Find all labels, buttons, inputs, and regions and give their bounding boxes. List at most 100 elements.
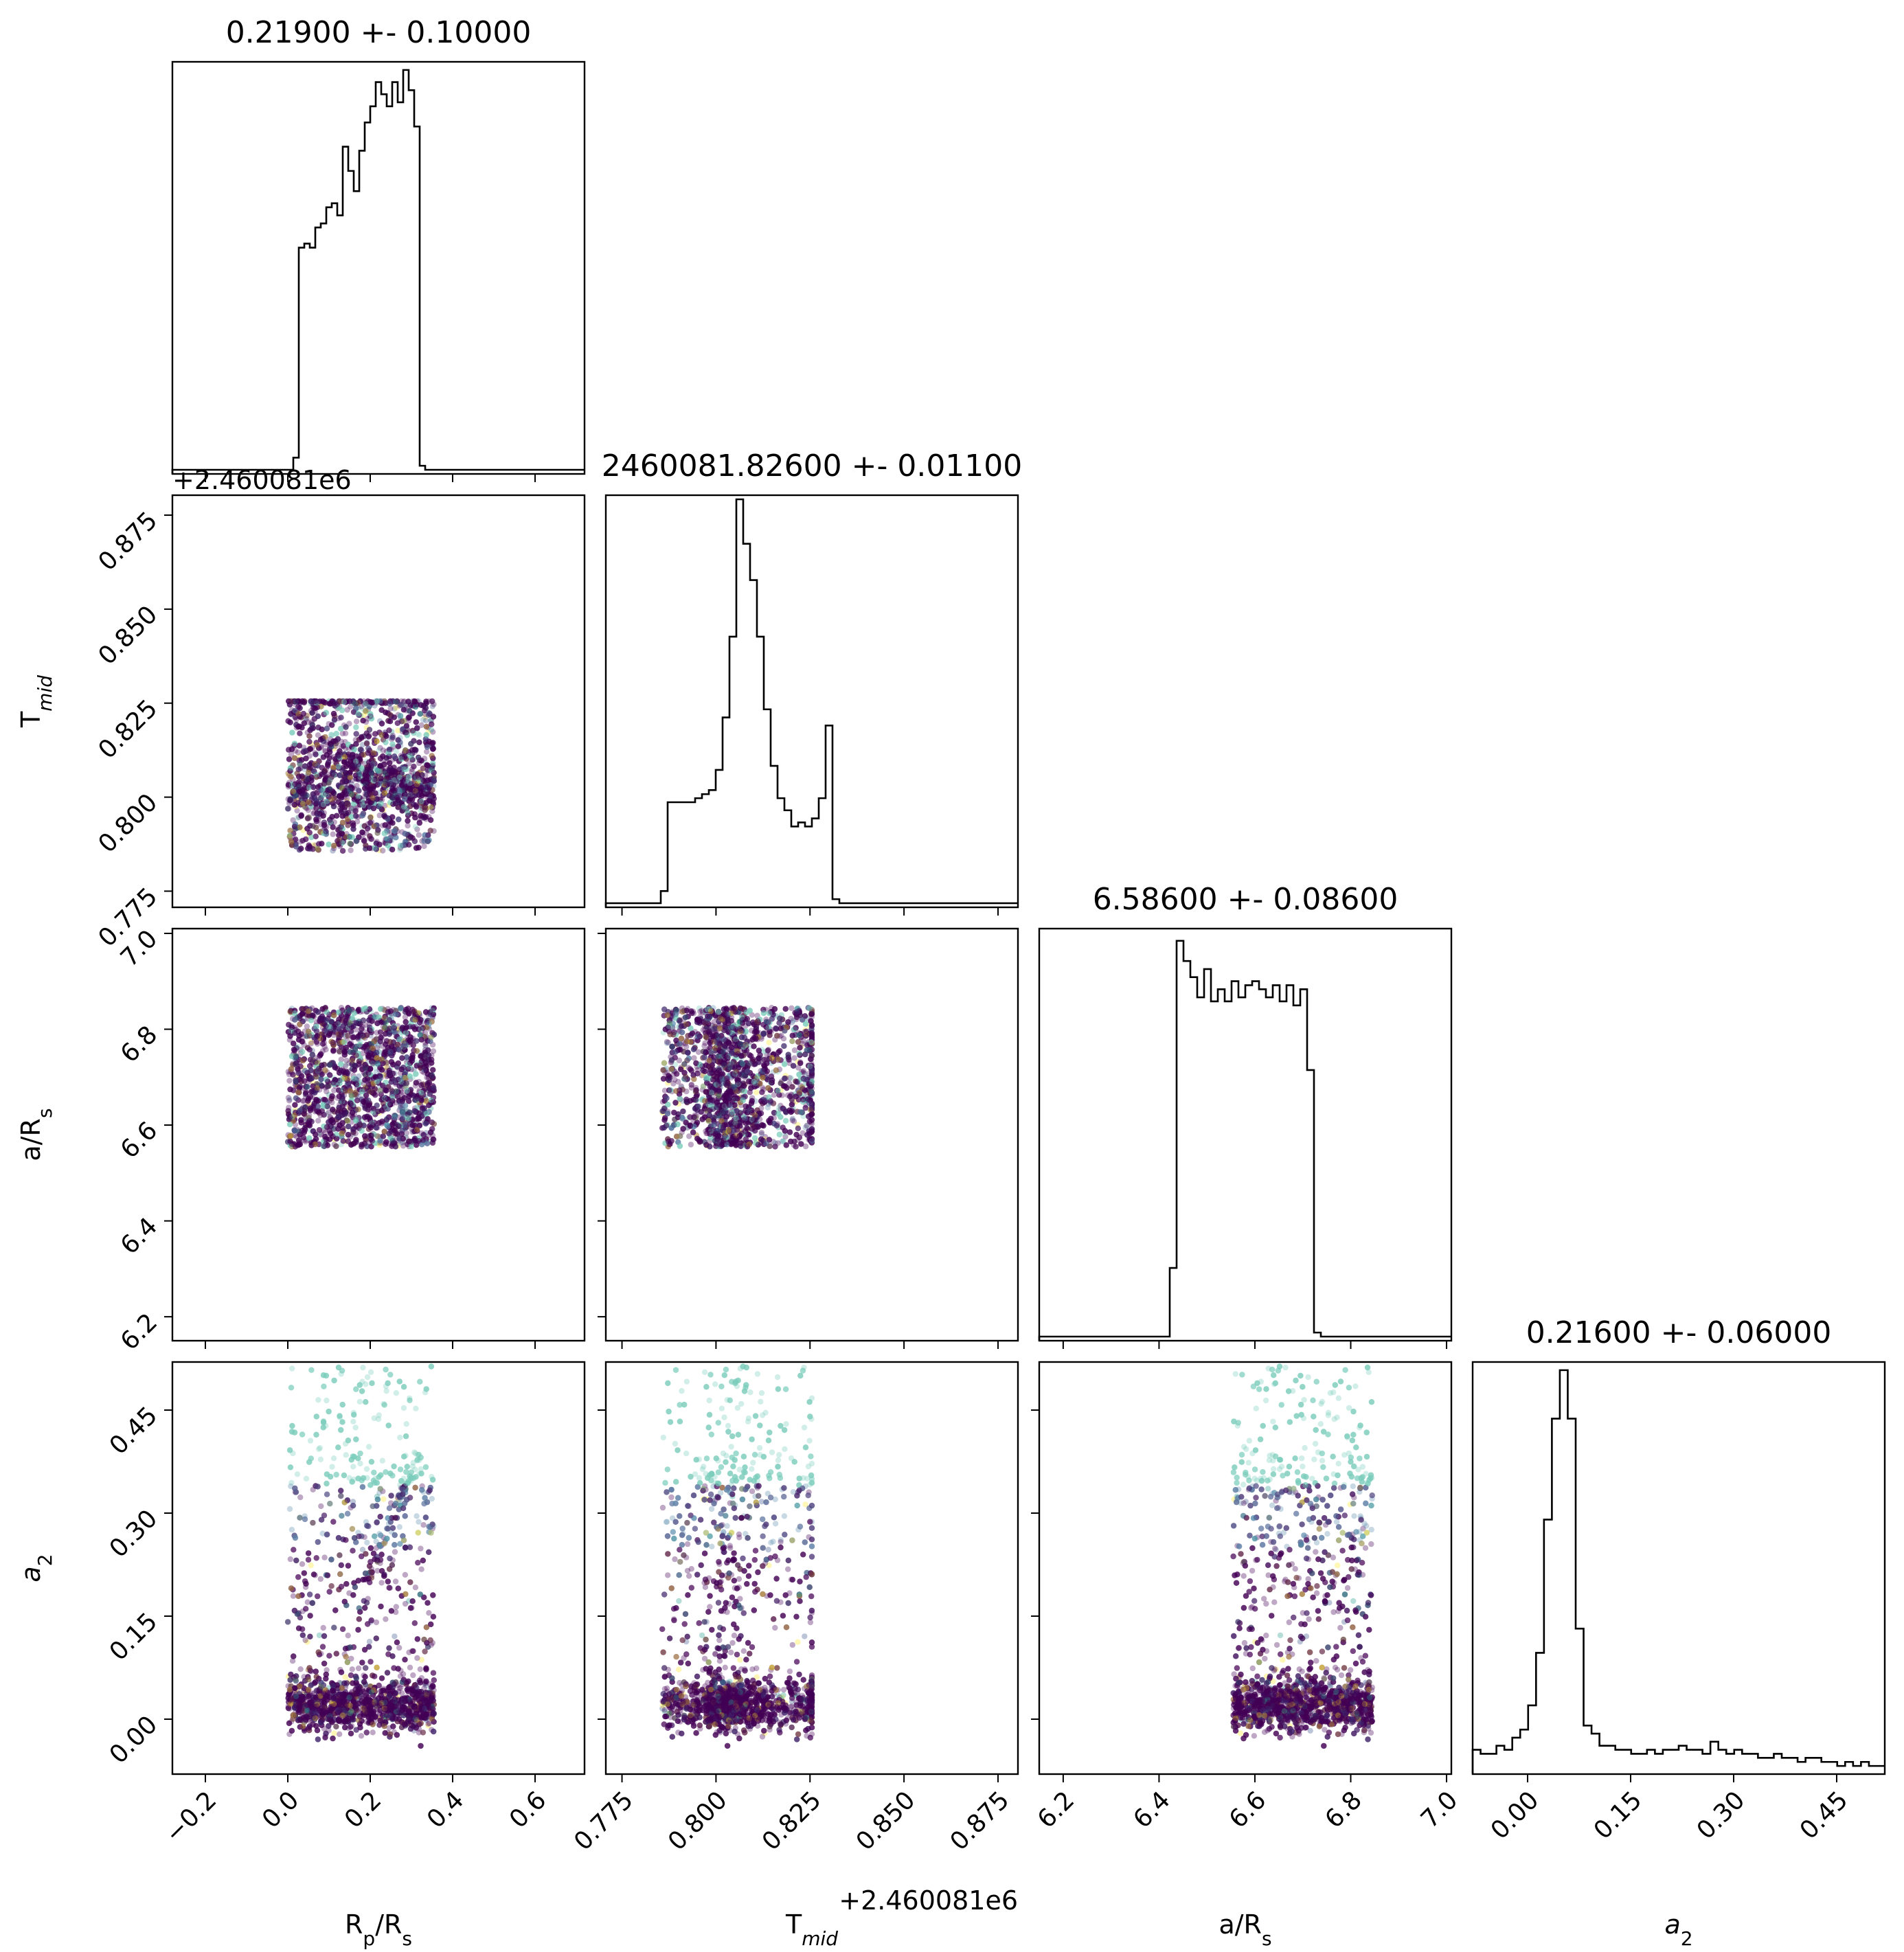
sample-point — [406, 786, 413, 793]
sample-point — [350, 699, 356, 705]
sample-point — [294, 780, 301, 786]
sample-point — [395, 797, 401, 804]
sample-point — [348, 763, 354, 769]
sample-point — [389, 787, 396, 794]
sample-point — [367, 772, 374, 778]
sample-point — [423, 791, 429, 797]
sample-point — [314, 704, 321, 710]
sample-point — [319, 726, 325, 733]
sample-point — [352, 813, 359, 819]
sample-point — [424, 749, 430, 755]
sample-point — [347, 774, 353, 780]
sample-point — [372, 731, 378, 737]
sample-point — [338, 714, 344, 720]
sample-point — [350, 806, 356, 813]
sample-point — [400, 764, 406, 771]
sample-point — [295, 698, 301, 705]
sample-point — [351, 796, 358, 803]
sample-point — [422, 701, 429, 707]
sample-point — [312, 750, 318, 756]
sample-point — [398, 755, 404, 761]
sample-point — [381, 771, 387, 777]
sample-point — [317, 771, 324, 778]
sample-point — [315, 732, 321, 738]
sample-point — [348, 789, 354, 796]
sample-point — [320, 754, 327, 760]
sample-point — [385, 750, 392, 756]
sample-point — [387, 712, 394, 718]
sample-point — [288, 773, 294, 780]
sample-point — [401, 705, 407, 711]
sample-point — [413, 773, 420, 779]
sample-point — [385, 816, 391, 822]
sample-point — [297, 765, 304, 771]
sample-point — [395, 737, 401, 743]
sample-point — [403, 766, 409, 773]
sample-point — [413, 719, 419, 725]
sample-point — [417, 711, 423, 717]
sample-point — [416, 832, 422, 838]
sample-point — [308, 701, 315, 707]
sample-point — [287, 719, 293, 726]
sample-point — [360, 802, 367, 809]
sample-point — [318, 787, 324, 793]
sample-point — [373, 840, 379, 847]
sample-point — [429, 703, 435, 710]
sample-point — [418, 758, 424, 764]
sample-point — [383, 784, 389, 791]
sample-point — [396, 816, 402, 823]
sample-point — [405, 832, 411, 838]
sample-point — [326, 701, 332, 707]
sample-point — [295, 767, 302, 773]
sample-point — [310, 823, 316, 829]
sample-point — [385, 776, 392, 782]
sample-point — [382, 814, 388, 820]
sample-point — [301, 720, 307, 727]
sample-point — [411, 763, 417, 770]
sample-point — [324, 800, 330, 807]
sample-point — [428, 718, 434, 724]
sample-point — [362, 773, 368, 779]
sample-point — [297, 788, 303, 795]
sample-point — [326, 841, 332, 848]
sample-point — [414, 826, 420, 832]
sample-point — [335, 715, 342, 722]
sample-point — [316, 745, 322, 751]
sample-point — [419, 772, 425, 778]
sample-point — [421, 815, 427, 821]
sample-point — [397, 779, 403, 785]
sample-point — [405, 699, 411, 705]
sample-point — [304, 785, 310, 792]
sample-point — [398, 698, 405, 705]
sample-point — [327, 817, 333, 823]
sample-point — [339, 819, 346, 826]
sample-point — [382, 731, 388, 738]
sample-point — [374, 782, 381, 788]
sample-point — [430, 745, 436, 752]
sample-point — [421, 804, 427, 810]
sample-point — [420, 800, 427, 806]
sample-point — [356, 736, 362, 743]
sample-point — [348, 752, 355, 759]
sample-point — [389, 795, 396, 802]
sample-point — [387, 780, 394, 786]
sample-point — [296, 723, 302, 729]
sample-point — [343, 724, 349, 730]
sample-point — [292, 707, 298, 714]
sample-point — [431, 775, 437, 782]
sample-point — [427, 782, 433, 788]
sample-point — [382, 779, 388, 785]
sample-point — [408, 754, 415, 761]
sample-point — [359, 813, 366, 819]
sample-point — [337, 786, 343, 792]
sample-point — [365, 775, 372, 782]
sample-point — [301, 698, 308, 705]
sample-point — [422, 714, 428, 720]
sample-point — [368, 762, 374, 769]
sample-point — [421, 804, 427, 810]
sample-point — [406, 793, 412, 799]
sample-point — [327, 744, 333, 750]
sample-point — [395, 743, 401, 749]
sample-point — [418, 803, 425, 809]
sample-point — [306, 753, 313, 759]
